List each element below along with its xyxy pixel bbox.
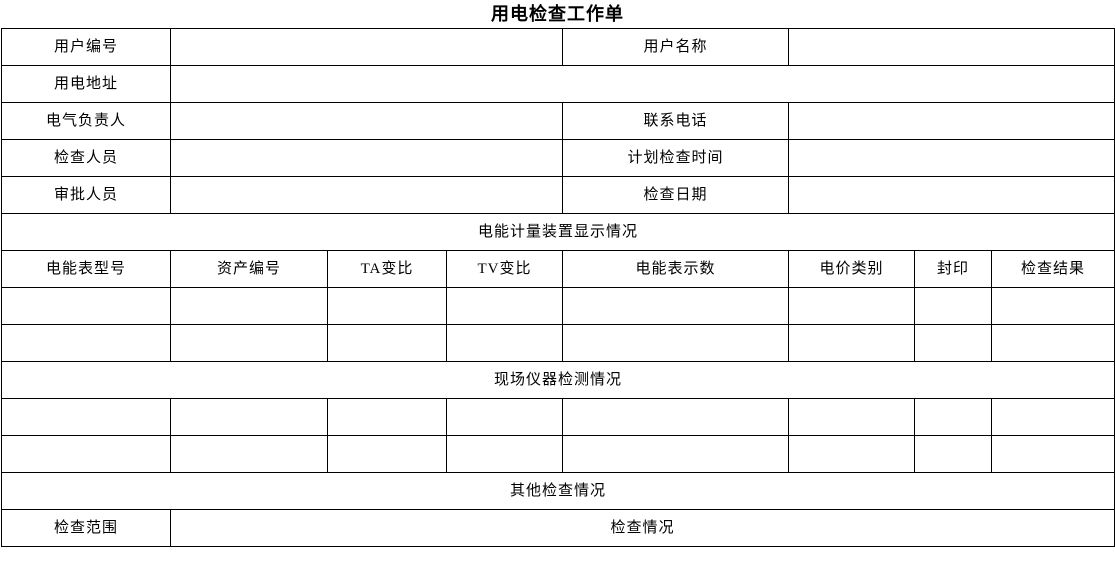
column-header-meter-model: 电能表型号 [1,250,171,288]
table-header-row: 电能表型号 资产编号 TA变比 TV变比 电能表示数 电价类别 封印 检查结果 [1,250,1115,288]
cell-instrument-4[interactable] [445,398,564,436]
field-approver[interactable] [169,176,564,214]
cell-asset-number[interactable] [170,324,328,362]
cell-meter-model[interactable] [1,287,171,325]
table-row [1,324,1115,362]
table-row [1,398,1115,436]
label-approver: 审批人员 [1,176,171,214]
label-electrical-manager: 电气负责人 [1,102,171,140]
label-usage-address: 用电地址 [1,65,171,103]
field-electrical-manager[interactable] [169,102,564,140]
cell-instrument-1[interactable] [1,398,171,436]
cell-asset-number[interactable] [170,287,328,325]
cell-meter-reading[interactable] [562,287,790,325]
cell-instrument-7[interactable] [914,435,993,473]
column-header-inspection-result: 检查结果 [991,250,1115,288]
cell-meter-reading[interactable] [562,324,790,362]
cell-tv-ratio[interactable] [445,324,564,362]
cell-instrument-1[interactable] [1,435,171,473]
cell-instrument-6[interactable] [788,435,916,473]
table-row [1,435,1115,473]
cell-tv-ratio[interactable] [445,287,564,325]
worksheet-table: 用户编号 用户名称 用电地址 电气负责人 联系电话 检查人员 计 [0,28,1115,547]
field-planned-inspection-time[interactable] [788,139,1115,177]
table-row: 现场仪器检测情况 [0,361,1115,399]
cell-instrument-2[interactable] [170,435,328,473]
column-header-tv-ratio: TV变比 [445,250,564,288]
table-row: 其他检查情况 [0,472,1115,510]
cell-instrument-2[interactable] [170,398,328,436]
field-customer-number[interactable] [169,28,564,66]
label-inspector: 检查人员 [1,139,171,177]
cell-instrument-7[interactable] [914,398,993,436]
table-row: 用电地址 [1,65,1115,103]
table-row: 用户编号 用户名称 [1,28,1115,66]
label-contact-phone: 联系电话 [562,102,790,140]
document-title-bar: 用电检查工作单 [0,0,1115,28]
table-row: 电能计量装置显示情况 [0,213,1115,251]
label-customer-name: 用户名称 [562,28,790,66]
section-heading-onsite-instrument: 现场仪器检测情况 [0,361,1115,399]
table-row: 检查范围 检查情况 [1,509,1115,547]
column-header-seal: 封印 [914,250,993,288]
cell-price-category[interactable] [788,324,916,362]
cell-inspection-result[interactable] [991,287,1115,325]
table-row: 电气负责人 联系电话 [1,102,1115,140]
table-row [1,287,1115,325]
table-row: 检查人员 计划检查时间 [1,139,1115,177]
field-inspector[interactable] [169,139,564,177]
column-header-price-category: 电价类别 [788,250,916,288]
table-row: 审批人员 检查日期 [1,176,1115,214]
cell-instrument-4[interactable] [445,435,564,473]
cell-instrument-3[interactable] [327,435,447,473]
cell-instrument-8[interactable] [991,435,1115,473]
column-header-ta-ratio: TA变比 [327,250,447,288]
label-inspection-date: 检查日期 [562,176,790,214]
column-header-asset-number: 资产编号 [170,250,328,288]
cell-price-category[interactable] [788,287,916,325]
cell-instrument-5[interactable] [562,435,790,473]
cell-meter-model[interactable] [1,324,171,362]
field-inspection-date[interactable] [788,176,1115,214]
section-heading-metering-device: 电能计量装置显示情况 [0,213,1115,251]
cell-instrument-8[interactable] [991,398,1115,436]
field-contact-phone[interactable] [788,102,1115,140]
label-inspection-situation: 检查情况 [169,509,1115,547]
label-inspection-scope: 检查范围 [1,509,171,547]
cell-inspection-result[interactable] [991,324,1115,362]
label-planned-inspection-time: 计划检查时间 [562,139,790,177]
column-header-meter-reading: 电能表示数 [562,250,790,288]
cell-instrument-3[interactable] [327,398,447,436]
cell-instrument-5[interactable] [562,398,790,436]
field-usage-address[interactable] [169,65,1115,103]
page-title: 用电检查工作单 [491,4,624,24]
cell-instrument-6[interactable] [788,398,916,436]
cell-seal[interactable] [914,287,993,325]
cell-ta-ratio[interactable] [327,287,447,325]
label-customer-number: 用户编号 [1,28,171,66]
cell-seal[interactable] [914,324,993,362]
cell-ta-ratio[interactable] [327,324,447,362]
section-heading-other-inspection: 其他检查情况 [0,472,1115,510]
field-customer-name[interactable] [788,28,1115,66]
